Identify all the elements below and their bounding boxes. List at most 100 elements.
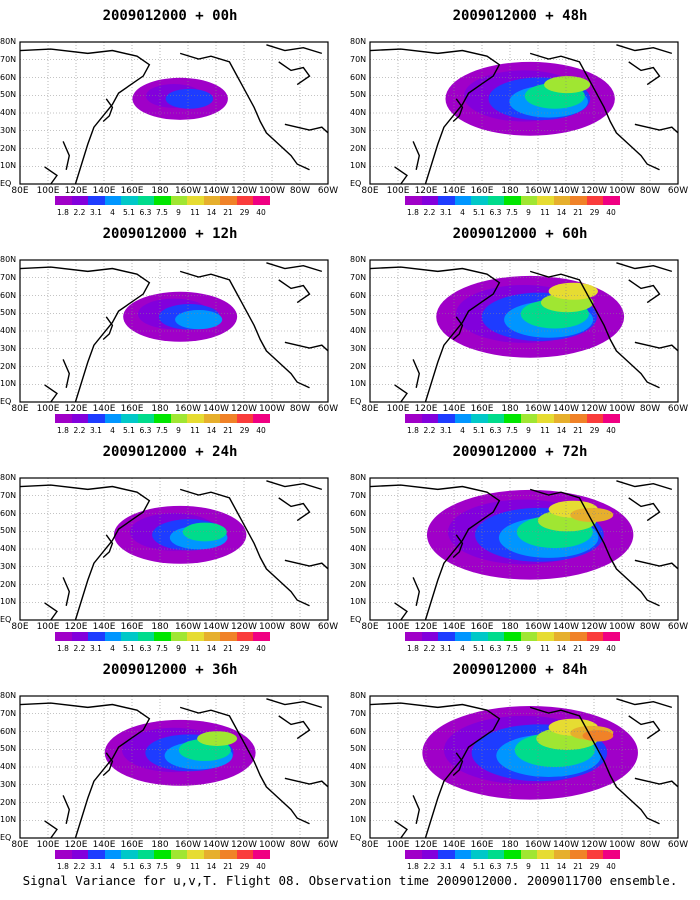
colorbar-swatch	[236, 414, 253, 423]
latitude-label: 70N	[0, 490, 17, 500]
coastline	[394, 820, 408, 838]
latitude-label: 40N	[0, 326, 17, 335]
latitude-label: 30N	[350, 125, 367, 135]
latitude-label: 50N	[0, 744, 17, 754]
coastline	[452, 534, 464, 559]
longitude-label: 160E	[470, 186, 494, 196]
coastline	[452, 752, 464, 777]
latitude-label: EQ	[0, 615, 12, 624]
longitude-label: 60W	[317, 404, 339, 414]
latitude-label: 20N	[350, 579, 367, 589]
longitude-label: 180	[501, 622, 519, 632]
colorbar-swatch	[603, 850, 620, 859]
colorbar-swatch	[55, 850, 72, 859]
colorbar-label: 11	[190, 426, 200, 435]
colorbar-label: 5.1	[123, 426, 135, 435]
latitude-label: 40N	[350, 544, 367, 553]
colorbar-swatch	[586, 632, 603, 641]
colorbar-label: 40	[256, 208, 266, 217]
colorbar-swatch	[421, 196, 438, 205]
latitude-label: 80N	[0, 37, 17, 46]
colorbar-label: 5.1	[473, 426, 485, 435]
colorbar-label: 29	[239, 862, 250, 871]
longitude-label: 180	[501, 186, 519, 196]
longitude-label: 100E	[36, 840, 60, 850]
colorbar-swatch	[55, 632, 72, 641]
panel-title: 2009012000 + 12h	[102, 226, 238, 242]
longitude-label: 100E	[386, 404, 410, 414]
map-frame	[369, 695, 679, 839]
colorbar-label: 21	[573, 862, 583, 871]
longitude-label: 160W	[524, 404, 552, 414]
colorbar-swatch	[586, 196, 603, 205]
colorbar-swatch	[154, 850, 171, 859]
latitude-label: 70N	[0, 708, 17, 718]
longitude-label: 140E	[92, 186, 116, 196]
colorbar-swatch	[187, 196, 204, 205]
latitude-label: 50N	[350, 744, 367, 754]
longitude-label: 80W	[289, 186, 311, 196]
coastline	[628, 497, 661, 522]
coastline	[62, 359, 71, 388]
colorbar-label: 40	[256, 862, 266, 871]
colorbar-label: 9	[526, 644, 531, 653]
longitude-label: 100W	[608, 404, 636, 414]
latitude-label: 10N	[0, 815, 17, 825]
coastline	[102, 534, 114, 559]
colorbar-swatch	[71, 196, 88, 205]
colorbar-label: 11	[190, 208, 200, 217]
coastline	[20, 702, 151, 838]
longitude-label: 100W	[608, 186, 636, 196]
colorbar-label: 5.1	[473, 644, 485, 653]
latitude-label: 70N	[350, 490, 367, 500]
longitude-label: 160E	[120, 622, 144, 632]
coastline	[529, 52, 660, 171]
colorbar-swatch	[170, 196, 187, 205]
colorbar-swatch	[104, 196, 121, 205]
colorbar-label: 29	[589, 644, 600, 653]
coastline	[284, 559, 328, 570]
colorbar-label: 4	[460, 426, 465, 435]
coastline	[278, 715, 311, 740]
colorbar-swatch	[504, 196, 521, 205]
coastline	[452, 316, 464, 341]
colorbar-swatch	[55, 414, 72, 423]
longitude-label: 160E	[120, 186, 144, 196]
colorbar-swatch	[471, 196, 488, 205]
panel-title: 2009012000 + 48h	[452, 8, 588, 24]
variance-map	[369, 259, 679, 403]
colorbar-swatch	[537, 632, 554, 641]
colorbar-label: 4	[460, 862, 465, 871]
coastline	[20, 48, 151, 184]
colorbar-label: 4	[110, 426, 115, 435]
latitude-label: EQ	[0, 397, 12, 406]
latitude-label: 70N	[350, 708, 367, 718]
coastline	[284, 123, 328, 134]
colorbar-label: 40	[606, 208, 616, 217]
colorbar-label: 29	[239, 208, 250, 217]
latitude-label: 30N	[0, 125, 17, 135]
colorbar-label: 5.1	[473, 208, 485, 217]
longitude-label: 160W	[524, 622, 552, 632]
latitude-label: 70N	[350, 272, 367, 282]
longitude-label: 60W	[667, 186, 689, 196]
latitude-label: 60N	[350, 290, 367, 300]
colorbar-label: 21	[573, 208, 583, 217]
colorbar-swatch	[88, 850, 105, 859]
colorbar-swatch	[236, 632, 253, 641]
colorbar-label: 9	[176, 208, 181, 217]
colorbar-label: 40	[606, 862, 616, 871]
colorbar-label: 40	[606, 644, 616, 653]
figure-caption: Signal Variance for u,v,T. Flight 08. Ob…	[22, 873, 678, 888]
longitude-label: 80E	[361, 840, 379, 850]
longitude-label: 180	[151, 622, 169, 632]
colorbar-label: 1.8	[407, 208, 419, 217]
colorbar-label: 9	[526, 862, 531, 871]
latitude-label: 30N	[350, 343, 367, 353]
colorbar-swatch	[203, 850, 220, 859]
colorbar	[405, 414, 620, 423]
panel-title: 2009012000 + 72h	[452, 444, 588, 460]
longitude-label: 120E	[64, 186, 88, 196]
latitude-label: 20N	[0, 361, 17, 371]
latitude-label: 10N	[0, 597, 17, 607]
